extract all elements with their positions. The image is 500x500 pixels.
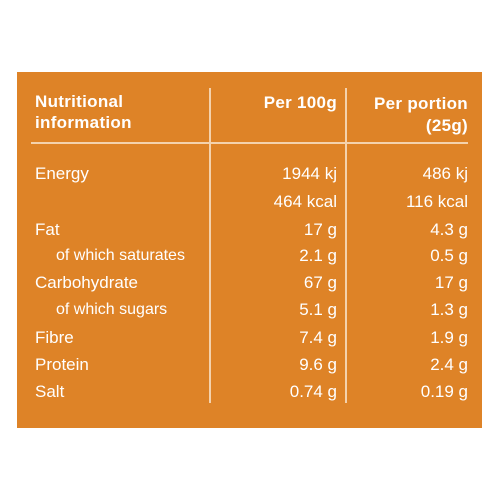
sugars-per-portion: 1.3 g [430, 300, 468, 319]
row-label-fat: Fat [35, 220, 60, 239]
fibre-per100g: 7.4 g [299, 328, 337, 347]
nutrition-panel: Nutritional information Per 100g Per por… [17, 72, 482, 428]
fibre-per-portion: 1.9 g [430, 328, 468, 347]
row-label-carbohydrate: Carbohydrate [35, 273, 139, 292]
fat-per-portion: 4.3 g [430, 220, 468, 239]
salt-per-portion: 0.19 g [420, 382, 468, 401]
fat-per100g: 17 g [303, 220, 337, 239]
protein-per100g: 9.6 g [299, 355, 337, 374]
row-label-protein: Protein [35, 355, 89, 374]
table-title: Nutritional information [35, 91, 132, 133]
saturates-per-portion: 0.5 g [430, 246, 468, 265]
energy-kj-per-portion: 486 kj [422, 164, 468, 183]
saturates-per100g: 2.1 g [299, 246, 337, 265]
energy-kcal-per100g: 464 kcal [273, 192, 337, 211]
column-header-per100g: Per 100g [263, 93, 337, 112]
table-title-line1: Nutritional [35, 92, 124, 111]
column-header-per-portion-label: Per portion [374, 94, 468, 113]
row-label-sugars: of which sugars [56, 301, 168, 318]
row-label-salt: Salt [35, 382, 65, 401]
table-title-line2: information [35, 113, 132, 132]
column-divider-2 [345, 88, 347, 403]
carbohydrate-per100g: 67 g [303, 273, 337, 292]
row-label-energy: Energy [35, 164, 89, 183]
column-divider-1 [209, 88, 211, 403]
salt-per100g: 0.74 g [289, 382, 337, 401]
protein-per-portion: 2.4 g [430, 355, 468, 374]
sugars-per100g: 5.1 g [299, 300, 337, 319]
carbohydrate-per-portion: 17 g [434, 273, 468, 292]
row-label-fibre: Fibre [35, 328, 74, 347]
row-label-saturates: of which saturates [56, 247, 185, 264]
energy-kcal-per-portion: 116 kcal [405, 192, 468, 211]
energy-kj-per100g: 1944 kj [282, 164, 337, 183]
column-header-portion-size: (25g) [425, 116, 468, 135]
header-divider [31, 142, 468, 144]
column-header-per-portion: Per portion (25g) [374, 93, 468, 137]
